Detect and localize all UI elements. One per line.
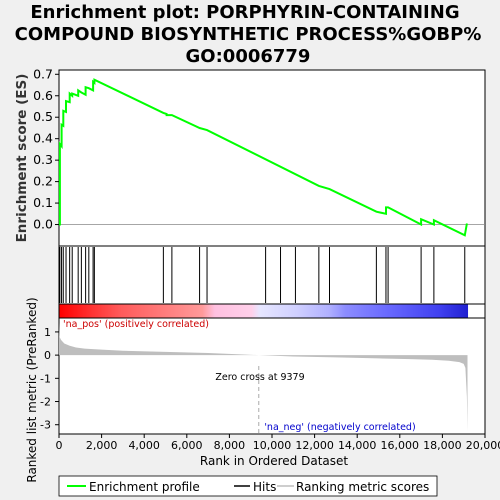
es-y-tick-label: 0.5: [33, 109, 53, 124]
hits-panel-frame: [58, 245, 486, 305]
legend-hits-label: Hits: [253, 480, 276, 494]
metric-panel: 1 0 -1 -2 -3 0 2,000 4,000 6,000 8,000 10,000 12,0…: [25, 297, 500, 482]
x-axis: 0 2,000 4,000 6,000 8,000 10,000 12,000 14,000 1…: [56, 434, 500, 452]
metric-y-tick-label: 1: [44, 326, 51, 339]
band-gradient: [59, 304, 469, 318]
x-tick-label: 2,000: [86, 439, 118, 452]
na-neg-label: 'na_neg' (negatively correlated): [264, 422, 415, 433]
es-panel-frame: [58, 69, 486, 247]
es-y-tick-label: 0.0: [33, 217, 53, 232]
hit-marks: [59, 247, 466, 303]
zero-cross-label: Zero cross at 9379: [215, 372, 304, 383]
es-y-tick-label: 0.2: [33, 174, 53, 189]
legend: Enrichment profile Hits Ranking metric s…: [58, 475, 438, 497]
metric-y-axis: 1 0 -1 -2 -3: [40, 326, 59, 432]
x-tick-label: 0: [56, 439, 63, 452]
title-line-2: COMPOUND BIOSYNTHETIC PROCESS%GOBP%: [15, 24, 482, 45]
metric-y-tick-label: 0: [44, 349, 51, 362]
es-panel: 0.0 0.1 0.2 0.3 0.4 0.5 0.6 0.7 Enrichment scor…: [14, 66, 486, 247]
metric-y-axis-label: Ranked list metric (PreRanked): [25, 297, 39, 482]
es-y-axis-label: Enrichment score (ES): [14, 74, 30, 243]
x-tick-label: 8,000: [214, 439, 246, 452]
metric-y-tick-label: -2: [40, 396, 51, 409]
x-tick-label: 14,000: [338, 439, 377, 452]
es-y-tick-label: 0.3: [33, 152, 53, 167]
metric-y-tick-label: -3: [40, 419, 51, 432]
metric-panel-frame: [58, 317, 486, 435]
es-y-axis: 0.0 0.1 0.2 0.3 0.4 0.5 0.6 0.7: [33, 66, 59, 232]
es-y-tick-label: 0.7: [33, 66, 53, 81]
rank-color-band: [58, 303, 486, 319]
x-tick-label: 4,000: [128, 439, 160, 452]
es-y-tick-label: 0.1: [33, 195, 53, 210]
x-axis-label: Rank in Ordered Dataset: [200, 454, 348, 468]
es-y-tick-label: 0.6: [33, 88, 53, 103]
x-tick-label: 6,000: [171, 439, 203, 452]
metric-y-tick-label: -1: [40, 372, 51, 385]
x-tick-label: 10,000: [253, 439, 292, 452]
x-tick-label: 20,000: [466, 439, 500, 452]
title-line-3: GO:0006779: [186, 46, 311, 67]
title-line-1: Enrichment plot: PORPHYRIN-CONTAINING: [30, 2, 459, 23]
x-tick-label: 12,000: [295, 439, 334, 452]
x-tick-label: 16,000: [381, 439, 420, 452]
na-pos-label: 'na_pos' (positively correlated): [63, 319, 209, 330]
es-y-tick-label: 0.4: [33, 131, 53, 146]
enrichment-profile-line: [58, 78, 468, 237]
legend-ranking-label: Ranking metric scores: [296, 480, 429, 494]
hits-panel: [58, 245, 486, 305]
legend-enrichment-label: Enrichment profile: [89, 480, 200, 494]
x-tick-label: 18,000: [423, 439, 462, 452]
plot-title: Enrichment plot: PORPHYRIN-CONTAINING CO…: [15, 2, 482, 67]
